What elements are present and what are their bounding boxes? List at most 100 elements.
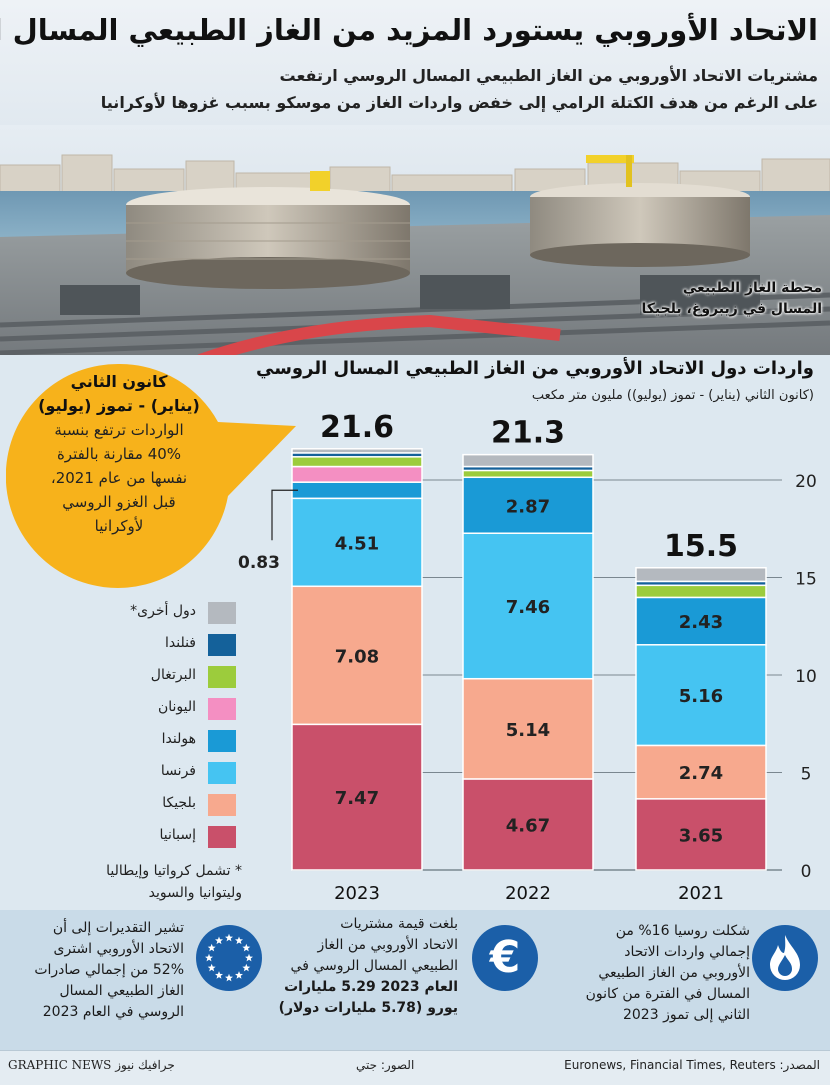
eu-flag-icon: [196, 925, 262, 991]
legend-item: هولندا: [60, 730, 236, 752]
legend-label: بلجيكا: [162, 795, 196, 811]
fact-russia-share-line-5: الثاني إلى تموز 2023: [622, 1007, 750, 1023]
data-label-2022-3: 2.87: [506, 496, 550, 517]
y-tick-label-0: 0: [801, 862, 812, 882]
eu-star: [225, 933, 233, 942]
euro-icon: €: [472, 925, 538, 991]
data-label-2022-2: 7.46: [506, 597, 550, 618]
callout-body-line-1: الواردات ترتفع بنسبة: [54, 421, 184, 439]
legend-swatch: [208, 634, 236, 656]
eu-star: [245, 953, 253, 962]
legend-footnote: * تشمل كرواتيا وإيطاليا وليتوانيا والسوي…: [32, 860, 242, 904]
callout-body-line-5: لأوكرانيا: [94, 517, 144, 535]
brand-logo: GRAPHIC NEWS جرافيك نيوز: [8, 1058, 175, 1072]
fact-eu-export-share-line-5: الروسي في العام 2023: [42, 1004, 184, 1020]
fact-purchase-value-line-3: الطبيعي المسال الروسي في: [290, 958, 458, 974]
bar-segment-2023-2: [291, 497, 423, 588]
bar-segment-2022-1: [462, 677, 594, 780]
bar-segment-2021-3: [635, 596, 767, 646]
fact-eu-export-share-line-4: الغاز الطبيعي المسال: [59, 983, 184, 999]
fact-eu-export-share: تشير التقديرات إلى أن الاتحاد الأوروبي اش…: [6, 918, 184, 1023]
header: [0, 0, 830, 125]
bar-segment-2022-5: [462, 469, 594, 479]
legend-swatch: [208, 602, 236, 624]
legend-swatch: [208, 762, 236, 784]
data-label-2021-0: 3.65: [679, 825, 723, 846]
fact-eu-export-share-line-2: الاتحاد الأوروبي اشترى: [53, 941, 184, 957]
legend-swatch: [208, 666, 236, 688]
callout-heading-line-2: (يناير) - تموز (يوليو): [38, 396, 200, 415]
bar-segment-2021-5: [635, 584, 767, 599]
legend-label: إسبانيا: [159, 827, 197, 843]
fact-russia-share-line-2: إجمالي واردات الاتحاد: [624, 944, 750, 960]
bar-segment-2023-4: [291, 465, 423, 483]
eu-star: [225, 973, 233, 982]
legend-label: هولندا: [161, 731, 196, 747]
legend-item: البرتغال: [60, 666, 236, 688]
bar-segment-2022-0: [462, 778, 594, 871]
fact-purchase-value-line-5: يورو (5.78 مليارات دولار): [278, 1000, 458, 1016]
photo-credit: الصور: جتي: [356, 1058, 415, 1072]
legend-footnote-line-2: وليتوانيا والسويد: [148, 885, 242, 901]
facts-strip: [0, 910, 830, 1050]
legend-item: اليونان: [60, 698, 236, 720]
fact-purchase-value-line-4: العام 2023 5.29 مليارات: [284, 979, 458, 995]
data-label-2022-0: 4.67: [506, 815, 550, 836]
eu-star: [207, 943, 216, 952]
eu-star: [215, 936, 223, 945]
bar-segment-2023-1: [291, 585, 423, 726]
eu-star: [242, 943, 251, 952]
total-label-2021: 15.5: [664, 529, 738, 564]
data-label-2021-2: 5.16: [679, 686, 723, 707]
bar-segment-2021-0: [635, 798, 767, 871]
fact-eu-export-share-line-3: 52% من إجمالي صادرات: [34, 962, 184, 978]
eu-star: [215, 971, 223, 979]
fact-eu-export-share-line-1: تشير التقديرات إلى أن: [52, 920, 184, 936]
bar-segment-2022-7: [462, 453, 594, 468]
legend-label: دول أخرى*: [130, 603, 196, 619]
eu-star: [205, 953, 213, 962]
legend-label: فنلندا: [164, 635, 196, 651]
data-label-2023-netherlands: 0.83: [238, 553, 280, 573]
y-tick-label-15: 15: [795, 570, 817, 590]
legend-swatch: [208, 826, 236, 848]
eu-star: [235, 971, 243, 979]
bar-segment-2021-1: [635, 744, 767, 800]
fact-russia-share: شكلت روسيا 16% من إجمالي واردات الاتحاد ال…: [540, 921, 750, 1026]
fact-russia-share-line-3: الأوروبي من الغاز الطبيعي: [598, 965, 750, 981]
legend-item: فرنسا: [60, 762, 236, 784]
fact-purchase-value-line-1: بلغت قيمة مشتريات: [340, 916, 458, 932]
callout-body-line-2: 40% مقارنة بالفترة: [56, 445, 182, 463]
bar-segment-2023-0: [291, 723, 423, 871]
data-label-2021-1: 2.74: [679, 763, 723, 784]
fact-russia-share-line-4: المسال في الفترة من كانون: [585, 986, 750, 1002]
legend-swatch: [208, 698, 236, 720]
photo-caption-line-2: المسال في زيبروغ، بلجيكا: [641, 301, 822, 317]
fact-purchase-value: بلغت قيمة مشتريات الاتحاد الأوروبي من الغ…: [258, 914, 458, 1019]
legend-label: اليونان: [157, 699, 196, 715]
callout-bubble: [6, 363, 296, 588]
legend-item: إسبانيا: [60, 826, 236, 848]
bar-segment-2021-2: [635, 644, 767, 747]
callout-text: كانون الثاني (يناير) - تموز (يوليو) الوا…: [20, 370, 218, 538]
callout-body-line-3: نفسها من عام 2021،: [50, 469, 188, 487]
subtitle-line-1: مشتريات الاتحاد الأوروبي من الغاز الطبيع…: [279, 66, 818, 85]
fact-purchase-value-line-2: الاتحاد الأوروبي من الغاز: [317, 937, 458, 953]
total-label-2022: 21.3: [491, 416, 565, 451]
data-label-2023-1: 7.08: [335, 646, 379, 667]
bar-segment-2023-5: [291, 456, 423, 468]
eu-star: [207, 963, 216, 972]
photo-caption-line-1: محطة الغاز الطبيعي: [682, 280, 822, 296]
page-title: الاتحاد الأوروبي يستورد المزيد من الغاز …: [0, 13, 818, 47]
bar-segment-2021-7: [635, 567, 767, 583]
photo-caption: محطة الغاز الطبيعي المسال في زيبروغ، بلج…: [641, 278, 822, 320]
bar-segment-2023-7: [291, 448, 423, 454]
subtitle-line-2: على الرغم من هدف الكتلة الرامي إلى خفض و…: [100, 93, 818, 112]
bar-segment-2022-3: [462, 476, 594, 534]
bar-segment-2023-3: [291, 481, 423, 500]
total-label-2023: 21.6: [320, 410, 394, 445]
chart-title: واردات دول الاتحاد الأوروبي من الغاز الط…: [256, 358, 814, 379]
eu-star: [242, 963, 251, 972]
